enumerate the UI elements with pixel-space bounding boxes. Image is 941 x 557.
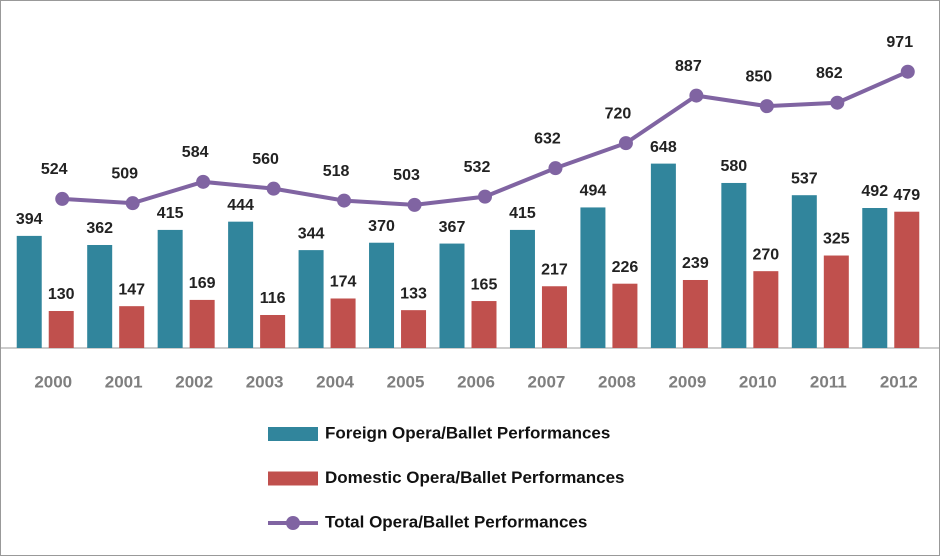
bar [612,283,638,348]
x-tick-label: 2012 [880,372,918,391]
data-label: 130 [48,286,75,303]
data-label: 524 [41,161,68,178]
data-label: 971 [886,34,913,51]
data-label: 444 [227,197,254,214]
legend-swatch [268,471,318,486]
x-tick-label: 2007 [528,372,566,391]
legend-marker [286,516,300,530]
data-label: 632 [534,130,561,147]
bar [823,255,849,348]
x-tick-label: 2008 [598,372,636,391]
x-tick-label: 2005 [387,372,425,391]
data-label: 147 [118,281,145,298]
data-label: 239 [682,255,709,272]
data-label: 344 [298,225,325,242]
data-label: 270 [752,246,779,263]
bar [87,244,113,348]
line-point [618,136,633,151]
data-label: 887 [675,58,702,75]
bar [509,229,535,348]
data-label: 532 [464,159,491,176]
data-label: 850 [745,68,772,85]
data-label: 217 [541,261,568,278]
legend-label: Domestic Opera/Ballet Performances [325,468,625,487]
line-point [125,196,140,211]
x-tick-label: 2002 [175,372,213,391]
x-tick-label: 2000 [34,372,72,391]
data-label: 362 [86,220,113,237]
bar [48,311,74,348]
bar [298,250,324,348]
bar [682,279,708,348]
bar [189,299,215,348]
data-label: 165 [471,276,498,293]
data-label: 116 [260,290,286,307]
line-point [55,191,70,206]
bar [862,208,888,348]
data-label: 584 [182,144,209,161]
data-label: 367 [439,219,466,236]
line-point [759,99,774,114]
bar [228,221,254,348]
bar [330,298,356,348]
data-label: 509 [111,165,138,182]
line-point [689,88,704,103]
data-label: 169 [189,275,216,292]
data-label: 580 [720,158,747,175]
legend-swatch [268,427,318,441]
bar [650,163,676,348]
x-tick-label: 2006 [457,372,495,391]
x-tick-label: 2011 [810,372,847,391]
line-point [900,64,915,79]
data-label: 370 [368,218,395,235]
x-tick-label: 2004 [316,372,354,391]
data-label: 862 [816,65,843,82]
legend-label: Foreign Opera/Ballet Performances [325,423,610,442]
x-tick-label: 2009 [668,372,706,391]
data-label: 133 [400,285,427,302]
bar [471,301,497,348]
x-tick-label: 2003 [246,372,284,391]
x-tick-label: 2001 [105,372,143,391]
line-point [337,193,352,208]
line-point [407,197,422,212]
data-label: 720 [605,105,632,122]
data-label: 479 [893,187,920,204]
line-point [478,189,492,204]
line-point [266,181,281,196]
x-tick-label: 2010 [739,372,777,391]
bar [580,207,606,348]
data-label: 174 [330,274,357,291]
bar [791,195,817,348]
bar [16,235,42,348]
line-point [830,95,845,110]
legend-label: Total Opera/Ballet Performances [325,512,587,531]
data-label: 503 [393,167,420,184]
bar [541,286,567,348]
bar [260,314,286,348]
line-point [196,174,211,189]
bar [439,243,465,348]
data-label: 325 [823,231,850,248]
data-label: 537 [791,170,818,187]
bar [721,182,747,348]
bar [753,271,779,348]
data-label: 494 [580,183,607,200]
bar [894,211,920,348]
data-label: 648 [650,139,677,156]
data-label: 415 [509,205,536,222]
bar [369,242,395,348]
data-label: 518 [323,163,350,180]
bar [119,306,145,348]
data-label: 226 [612,259,639,276]
data-label: 415 [157,205,184,222]
data-label: 394 [16,211,43,228]
data-label: 492 [861,183,888,200]
bar [157,229,183,348]
bar [401,310,427,348]
line-point [548,161,563,176]
data-label: 560 [252,151,279,168]
